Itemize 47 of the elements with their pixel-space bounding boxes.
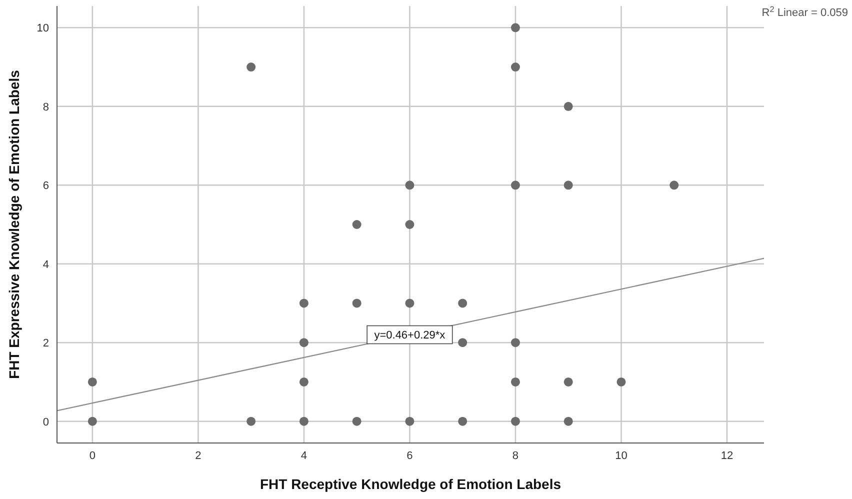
y-tick-label: 4 bbox=[42, 258, 49, 271]
point bbox=[405, 180, 414, 190]
point bbox=[458, 416, 468, 426]
point bbox=[299, 298, 308, 308]
point bbox=[299, 377, 308, 386]
point bbox=[405, 298, 414, 308]
y-tick-label: 2 bbox=[42, 338, 49, 350]
point bbox=[564, 377, 573, 386]
point bbox=[246, 416, 256, 426]
point bbox=[299, 416, 308, 426]
point bbox=[510, 180, 520, 190]
x-tick-label: 6 bbox=[406, 450, 413, 462]
x-tick-label: 10 bbox=[615, 450, 628, 462]
y-tick-label: 8 bbox=[42, 101, 49, 114]
point bbox=[352, 220, 362, 229]
point bbox=[352, 298, 362, 308]
point bbox=[510, 62, 520, 72]
y-tick-label: 0 bbox=[42, 416, 49, 428]
point bbox=[88, 377, 97, 386]
point bbox=[88, 416, 97, 426]
x-tick-label: 4 bbox=[300, 450, 308, 462]
y-axis-title: FHT Expressive Knowledge of Emotion Labels bbox=[6, 70, 22, 379]
x-axis-title: FHT Receptive Knowledge of Emotion Labels bbox=[260, 476, 562, 492]
point bbox=[458, 298, 468, 308]
point bbox=[405, 416, 414, 426]
point bbox=[510, 416, 520, 426]
point bbox=[564, 102, 573, 111]
point bbox=[564, 416, 573, 426]
y-tick-label: 10 bbox=[36, 22, 49, 35]
point bbox=[299, 338, 308, 348]
point bbox=[510, 377, 520, 386]
point bbox=[564, 180, 573, 190]
point bbox=[246, 62, 256, 72]
point bbox=[458, 338, 468, 348]
annotation: R$^{2}$ Linear = 0.059 bbox=[762, 4, 848, 19]
x-tick-label: 12 bbox=[720, 450, 734, 462]
point bbox=[670, 180, 679, 190]
point bbox=[352, 416, 362, 426]
x-tick-label: 2 bbox=[195, 450, 202, 462]
point bbox=[510, 23, 520, 32]
x-tick-label: 0 bbox=[89, 450, 96, 462]
point bbox=[616, 377, 626, 386]
y-tick-label: 6 bbox=[42, 180, 49, 192]
annotation: y=0.46+0.29*x bbox=[374, 330, 446, 342]
x-tick-label: 8 bbox=[512, 450, 519, 462]
point bbox=[510, 338, 520, 348]
point bbox=[405, 220, 414, 229]
